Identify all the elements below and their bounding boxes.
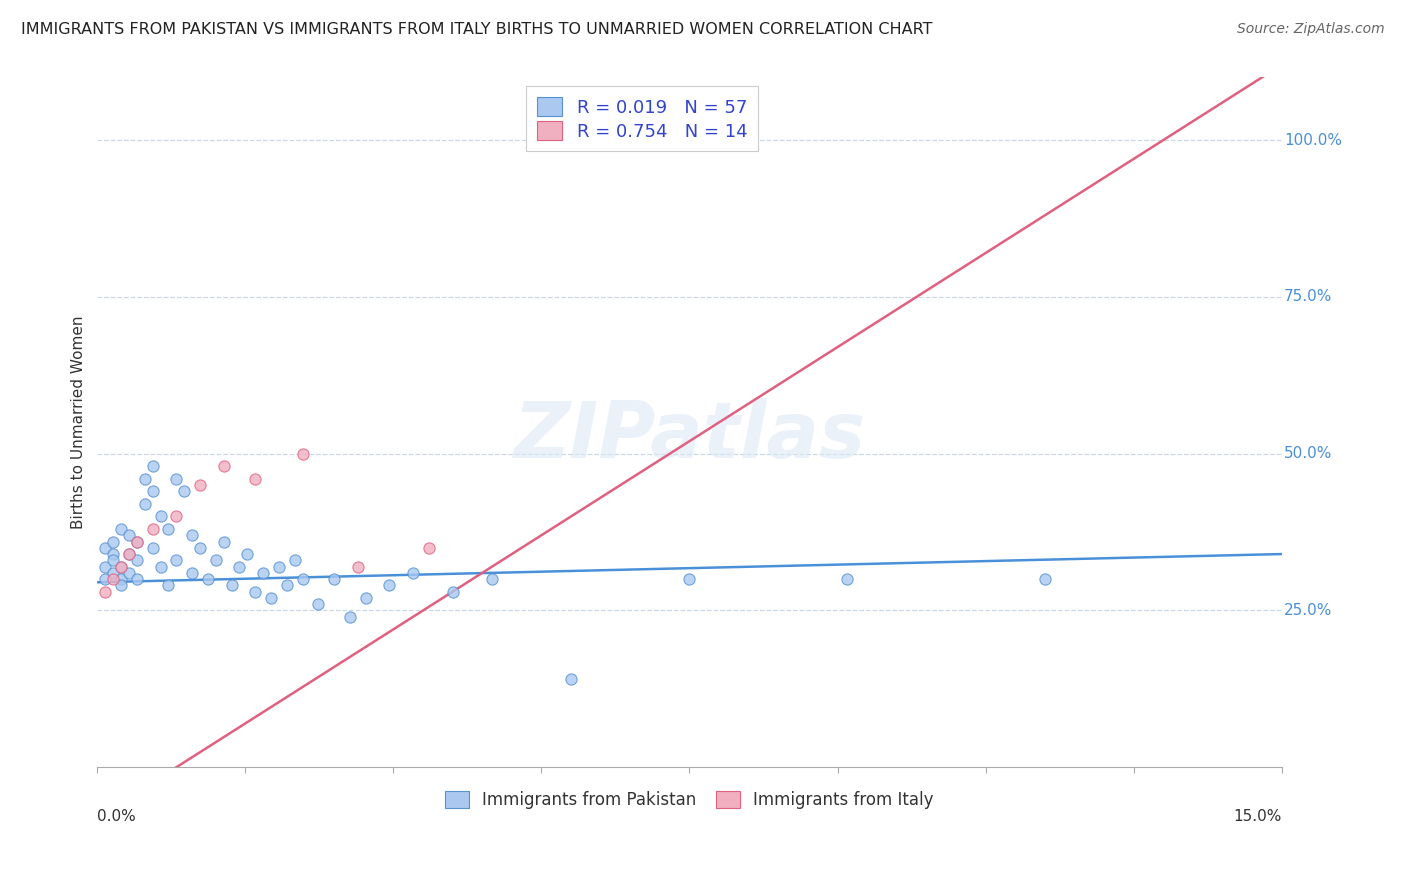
Point xyxy=(354,591,377,605)
Point xyxy=(245,472,267,486)
Point xyxy=(291,572,314,586)
Point xyxy=(228,559,250,574)
Point xyxy=(188,478,211,492)
Point xyxy=(101,566,124,580)
Point xyxy=(212,459,235,474)
Text: IMMIGRANTS FROM PAKISTAN VS IMMIGRANTS FROM ITALY BIRTHS TO UNMARRIED WOMEN CORR: IMMIGRANTS FROM PAKISTAN VS IMMIGRANTS F… xyxy=(21,22,932,37)
Point xyxy=(197,572,219,586)
Point xyxy=(142,522,165,536)
Legend: Immigrants from Pakistan, Immigrants from Italy: Immigrants from Pakistan, Immigrants fro… xyxy=(437,783,942,818)
Point xyxy=(347,559,370,574)
Point xyxy=(678,572,700,586)
Point xyxy=(149,559,172,574)
Text: 15.0%: 15.0% xyxy=(1233,809,1282,823)
Point xyxy=(110,559,132,574)
Point xyxy=(212,534,235,549)
Point xyxy=(221,578,243,592)
Point xyxy=(101,553,124,567)
Text: 75.0%: 75.0% xyxy=(1284,289,1333,304)
Point xyxy=(94,559,117,574)
Y-axis label: Births to Unmarried Women: Births to Unmarried Women xyxy=(72,316,86,529)
Point xyxy=(181,528,204,542)
Point xyxy=(142,484,165,499)
Point xyxy=(134,472,156,486)
Point xyxy=(236,547,259,561)
Point xyxy=(165,509,187,524)
Point xyxy=(157,578,180,592)
Point xyxy=(481,572,503,586)
Text: Source: ZipAtlas.com: Source: ZipAtlas.com xyxy=(1237,22,1385,37)
Point xyxy=(378,578,401,592)
Point xyxy=(94,584,117,599)
Point xyxy=(402,566,425,580)
Point xyxy=(134,497,156,511)
Point xyxy=(623,127,645,141)
Point xyxy=(157,522,180,536)
Point xyxy=(339,609,361,624)
Point xyxy=(101,572,124,586)
Point xyxy=(142,541,165,555)
Point xyxy=(267,559,290,574)
Point xyxy=(101,534,124,549)
Text: 25.0%: 25.0% xyxy=(1284,603,1333,618)
Point xyxy=(110,522,132,536)
Point xyxy=(173,484,195,499)
Point xyxy=(837,572,859,586)
Point xyxy=(125,572,148,586)
Point xyxy=(125,534,148,549)
Point xyxy=(165,553,187,567)
Point xyxy=(142,459,165,474)
Point xyxy=(307,597,329,611)
Text: 100.0%: 100.0% xyxy=(1284,133,1341,148)
Point xyxy=(252,566,274,580)
Point xyxy=(441,584,464,599)
Point xyxy=(1033,572,1056,586)
Point xyxy=(323,572,346,586)
Point xyxy=(204,553,226,567)
Text: ZIPatlas: ZIPatlas xyxy=(513,398,866,475)
Point xyxy=(149,509,172,524)
Point xyxy=(125,534,148,549)
Point xyxy=(110,572,132,586)
Point xyxy=(110,559,132,574)
Point xyxy=(245,584,267,599)
Point xyxy=(418,541,440,555)
Point xyxy=(284,553,307,567)
Point xyxy=(94,572,117,586)
Point xyxy=(118,566,141,580)
Point xyxy=(118,547,141,561)
Point xyxy=(118,528,141,542)
Point xyxy=(560,673,582,687)
Text: 50.0%: 50.0% xyxy=(1284,446,1333,461)
Point xyxy=(94,541,117,555)
Point xyxy=(110,578,132,592)
Point xyxy=(101,547,124,561)
Point xyxy=(181,566,204,580)
Point xyxy=(276,578,298,592)
Text: 0.0%: 0.0% xyxy=(97,809,136,823)
Point xyxy=(125,553,148,567)
Point xyxy=(118,547,141,561)
Point xyxy=(188,541,211,555)
Point xyxy=(260,591,283,605)
Point xyxy=(165,472,187,486)
Point xyxy=(291,447,314,461)
